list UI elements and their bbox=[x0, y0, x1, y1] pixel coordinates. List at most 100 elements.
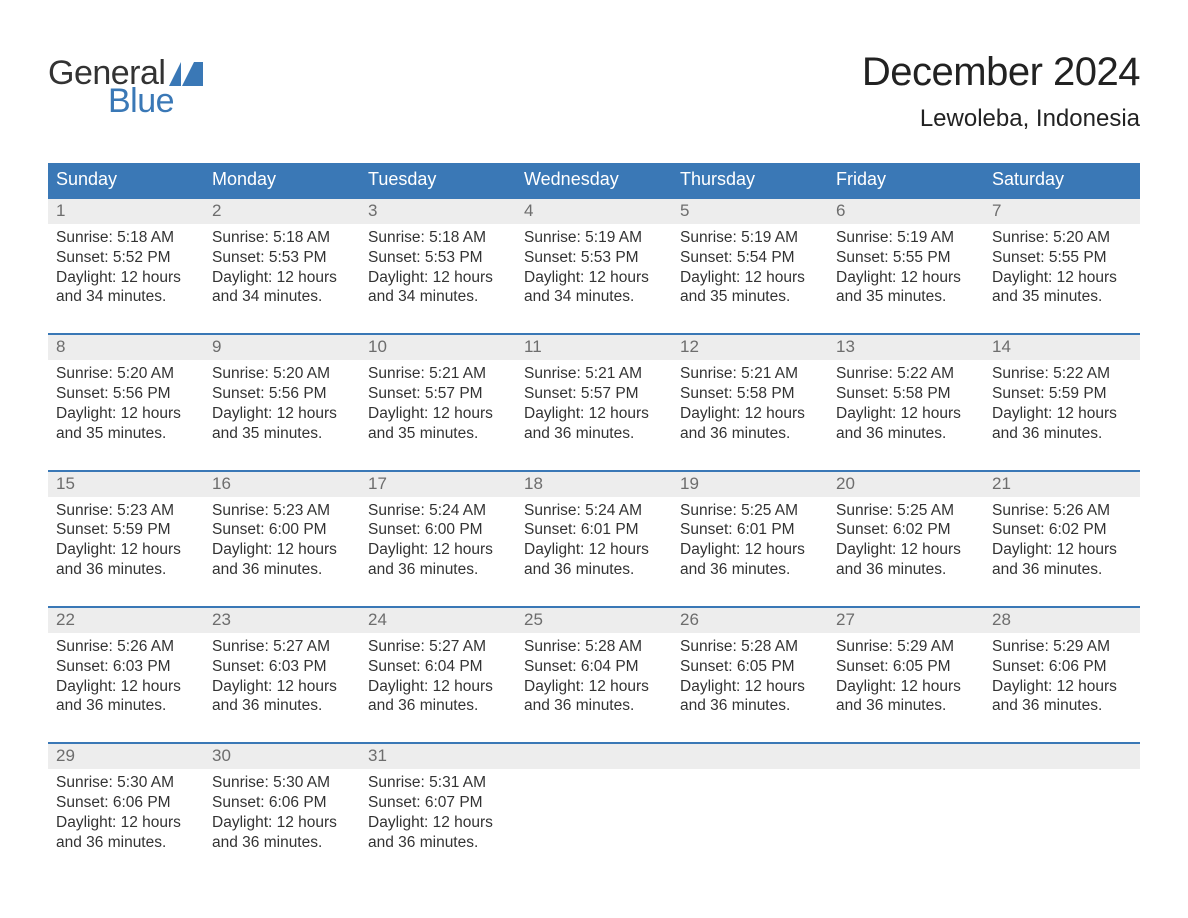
sunrise-line: Sunrise: 5:20 AM bbox=[212, 364, 352, 384]
sunset-line: Sunset: 5:59 PM bbox=[56, 520, 196, 540]
sunset-line: Sunset: 6:06 PM bbox=[56, 793, 196, 813]
flag-icon bbox=[169, 62, 203, 86]
day-number: 15 bbox=[48, 472, 204, 497]
sunrise-line: Sunrise: 5:22 AM bbox=[836, 364, 976, 384]
daylight-line: Daylight: 12 hours and 34 minutes. bbox=[56, 268, 196, 308]
sunrise-line: Sunrise: 5:21 AM bbox=[368, 364, 508, 384]
day-details: Sunrise: 5:26 AMSunset: 6:02 PMDaylight:… bbox=[984, 497, 1140, 580]
daylight-line: Daylight: 12 hours and 36 minutes. bbox=[212, 813, 352, 853]
day-number: 18 bbox=[516, 472, 672, 497]
daylight-line: Daylight: 12 hours and 36 minutes. bbox=[56, 540, 196, 580]
dow-thursday: Thursday bbox=[672, 163, 828, 197]
sunset-line: Sunset: 5:55 PM bbox=[836, 248, 976, 268]
sunset-line: Sunset: 6:05 PM bbox=[680, 657, 820, 677]
calendar-day: 4Sunrise: 5:19 AMSunset: 5:53 PMDaylight… bbox=[516, 199, 672, 311]
sunset-line: Sunset: 6:04 PM bbox=[524, 657, 664, 677]
sunset-line: Sunset: 5:56 PM bbox=[212, 384, 352, 404]
day-number: 29 bbox=[48, 744, 204, 769]
day-details: Sunrise: 5:24 AMSunset: 6:00 PMDaylight:… bbox=[360, 497, 516, 580]
calendar-day: 29Sunrise: 5:30 AMSunset: 6:06 PMDayligh… bbox=[48, 744, 204, 856]
sunset-line: Sunset: 5:52 PM bbox=[56, 248, 196, 268]
calendar-day: 15 Sunrise: 5:23 AMSunset: 5:59 PMDayligh… bbox=[48, 472, 204, 584]
sunset-line: Sunset: 6:04 PM bbox=[368, 657, 508, 677]
day-details: Sunrise: 5:18 AMSunset: 5:53 PMDaylight:… bbox=[360, 224, 516, 307]
sunrise-line: Sunrise: 5:18 AM bbox=[212, 228, 352, 248]
daylight-line: Daylight: 12 hours and 36 minutes. bbox=[836, 540, 976, 580]
day-number: 24 bbox=[360, 608, 516, 633]
day-number bbox=[828, 744, 984, 769]
day-number: 21 bbox=[984, 472, 1140, 497]
sunrise-line: Sunrise: 5:21 AM bbox=[680, 364, 820, 384]
calendar-day: 28Sunrise: 5:29 AMSunset: 6:06 PMDayligh… bbox=[984, 608, 1140, 720]
day-number: 27 bbox=[828, 608, 984, 633]
calendar-day: 25Sunrise: 5:28 AMSunset: 6:04 PMDayligh… bbox=[516, 608, 672, 720]
calendar-day: 9Sunrise: 5:20 AMSunset: 5:56 PMDaylight… bbox=[204, 335, 360, 447]
calendar-day: 12Sunrise: 5:21 AMSunset: 5:58 PMDayligh… bbox=[672, 335, 828, 447]
daylight-line: Daylight: 12 hours and 36 minutes. bbox=[368, 813, 508, 853]
day-details: Sunrise: 5:20 AMSunset: 5:55 PMDaylight:… bbox=[984, 224, 1140, 307]
day-number: 16 bbox=[204, 472, 360, 497]
daylight-line: Daylight: 12 hours and 36 minutes. bbox=[680, 677, 820, 717]
day-number: 30 bbox=[204, 744, 360, 769]
sunrise-line: Sunrise: 5:28 AM bbox=[524, 637, 664, 657]
title-block: December 2024 Lewoleba, Indonesia bbox=[862, 50, 1140, 133]
day-details: Sunrise: 5:18 AMSunset: 5:53 PMDaylight:… bbox=[204, 224, 360, 307]
daylight-line: Daylight: 12 hours and 34 minutes. bbox=[368, 268, 508, 308]
sunset-line: Sunset: 5:58 PM bbox=[680, 384, 820, 404]
day-number bbox=[516, 744, 672, 769]
daylight-line: Daylight: 12 hours and 36 minutes. bbox=[992, 540, 1132, 580]
day-details: Sunrise: 5:28 AMSunset: 6:04 PMDaylight:… bbox=[516, 633, 672, 716]
calendar-day: 18Sunrise: 5:24 AMSunset: 6:01 PMDayligh… bbox=[516, 472, 672, 584]
sunset-line: Sunset: 6:00 PM bbox=[368, 520, 508, 540]
day-number: 23 bbox=[204, 608, 360, 633]
daylight-line: Daylight: 12 hours and 36 minutes. bbox=[524, 677, 664, 717]
day-details: Sunrise: 5:21 AMSunset: 5:58 PMDaylight:… bbox=[672, 360, 828, 443]
day-number bbox=[672, 744, 828, 769]
sunrise-line: Sunrise: 5:19 AM bbox=[680, 228, 820, 248]
day-details: Sunrise: 5:19 AMSunset: 5:53 PMDaylight:… bbox=[516, 224, 672, 307]
calendar-day bbox=[984, 744, 1140, 856]
sunrise-line: Sunrise: 5:18 AM bbox=[368, 228, 508, 248]
sunrise-line: Sunrise: 5:24 AM bbox=[524, 501, 664, 521]
daylight-line: Daylight: 12 hours and 34 minutes. bbox=[212, 268, 352, 308]
sunset-line: Sunset: 5:53 PM bbox=[212, 248, 352, 268]
sunset-line: Sunset: 5:56 PM bbox=[56, 384, 196, 404]
brand-word-2: Blue bbox=[108, 84, 203, 118]
week-row: 29Sunrise: 5:30 AMSunset: 6:06 PMDayligh… bbox=[48, 742, 1140, 856]
day-details: Sunrise: 5:25 AMSunset: 6:01 PMDaylight:… bbox=[672, 497, 828, 580]
calendar-day bbox=[828, 744, 984, 856]
sunset-line: Sunset: 6:05 PM bbox=[836, 657, 976, 677]
calendar-day: 27Sunrise: 5:29 AMSunset: 6:05 PMDayligh… bbox=[828, 608, 984, 720]
day-number: 3 bbox=[360, 199, 516, 224]
sunrise-line: Sunrise: 5:19 AM bbox=[836, 228, 976, 248]
daylight-line: Daylight: 12 hours and 36 minutes. bbox=[212, 540, 352, 580]
day-number: 22 bbox=[48, 608, 204, 633]
sunrise-line: Sunrise: 5:19 AM bbox=[524, 228, 664, 248]
daylight-line: Daylight: 12 hours and 35 minutes. bbox=[368, 404, 508, 444]
sunrise-line: Sunrise: 5:22 AM bbox=[992, 364, 1132, 384]
dow-saturday: Saturday bbox=[984, 163, 1140, 197]
day-number: 6 bbox=[828, 199, 984, 224]
daylight-line: Daylight: 12 hours and 36 minutes. bbox=[368, 540, 508, 580]
daylight-line: Daylight: 12 hours and 36 minutes. bbox=[836, 677, 976, 717]
calendar-day: 11Sunrise: 5:21 AMSunset: 5:57 PMDayligh… bbox=[516, 335, 672, 447]
day-number: 28 bbox=[984, 608, 1140, 633]
dow-monday: Monday bbox=[204, 163, 360, 197]
sunset-line: Sunset: 6:02 PM bbox=[992, 520, 1132, 540]
day-details: Sunrise: 5:19 AMSunset: 5:55 PMDaylight:… bbox=[828, 224, 984, 307]
calendar-day: 2Sunrise: 5:18 AMSunset: 5:53 PMDaylight… bbox=[204, 199, 360, 311]
day-details: Sunrise: 5:21 AMSunset: 5:57 PMDaylight:… bbox=[516, 360, 672, 443]
daylight-line: Daylight: 12 hours and 36 minutes. bbox=[212, 677, 352, 717]
calendar-day: 22Sunrise: 5:26 AMSunset: 6:03 PMDayligh… bbox=[48, 608, 204, 720]
calendar: SundayMondayTuesdayWednesdayThursdayFrid… bbox=[48, 163, 1140, 857]
sunrise-line: Sunrise: 5:29 AM bbox=[992, 637, 1132, 657]
day-details: Sunrise: 5:26 AMSunset: 6:03 PMDaylight:… bbox=[48, 633, 204, 716]
sunrise-line: Sunrise: 5:23 AM bbox=[56, 501, 196, 521]
day-details: Sunrise: 5:27 AMSunset: 6:03 PMDaylight:… bbox=[204, 633, 360, 716]
sunrise-line: Sunrise: 5:23 AM bbox=[212, 501, 352, 521]
calendar-day: 24Sunrise: 5:27 AMSunset: 6:04 PMDayligh… bbox=[360, 608, 516, 720]
sunrise-line: Sunrise: 5:28 AM bbox=[680, 637, 820, 657]
day-details: Sunrise: 5:22 AMSunset: 5:58 PMDaylight:… bbox=[828, 360, 984, 443]
calendar-day: 5Sunrise: 5:19 AMSunset: 5:54 PMDaylight… bbox=[672, 199, 828, 311]
daylight-line: Daylight: 12 hours and 35 minutes. bbox=[212, 404, 352, 444]
